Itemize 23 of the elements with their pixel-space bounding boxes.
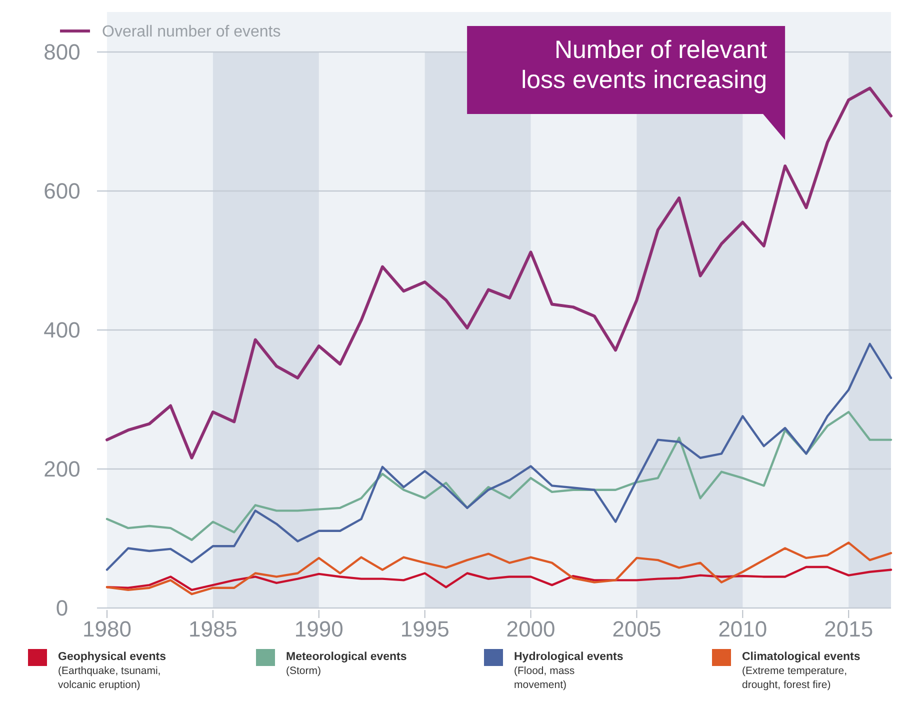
- x-tick-label: 2015: [824, 616, 874, 642]
- line-series: [106, 410, 892, 541]
- x-tick-label: 1985: [188, 616, 238, 642]
- x-tick-label: 1995: [400, 616, 450, 642]
- y-tick-label: 400: [44, 318, 80, 343]
- legend-label: Climatological events (Extreme temperature, drought, forest fire): [742, 651, 860, 691]
- legend-label: Geophysical events (Earthquake, tsunami, volcanic eruption): [58, 651, 166, 691]
- x-tick-label: 1990: [294, 616, 344, 642]
- legend-label: Meteorological events (Storm): [286, 651, 407, 677]
- x-tick-label: 1980: [82, 616, 132, 642]
- line-series: [106, 566, 892, 592]
- x-tick-label: 2010: [718, 616, 768, 642]
- y-tick-label: 200: [44, 456, 80, 482]
- legend-label: Overall number of events: [102, 24, 281, 41]
- legend-label: Hydrological events (Flood, mass movement): [514, 651, 624, 691]
- line-series: [106, 342, 892, 571]
- x-tick-label: 2005: [612, 616, 662, 642]
- annotation: Number of relevant loss events increasing: [521, 36, 768, 94]
- line-series: [106, 542, 892, 596]
- y-tick-label: 0: [56, 596, 68, 621]
- x-tick-label: 2000: [506, 616, 556, 642]
- y-tick-label: 600: [44, 178, 80, 204]
- y-tick-label: 800: [44, 40, 80, 65]
